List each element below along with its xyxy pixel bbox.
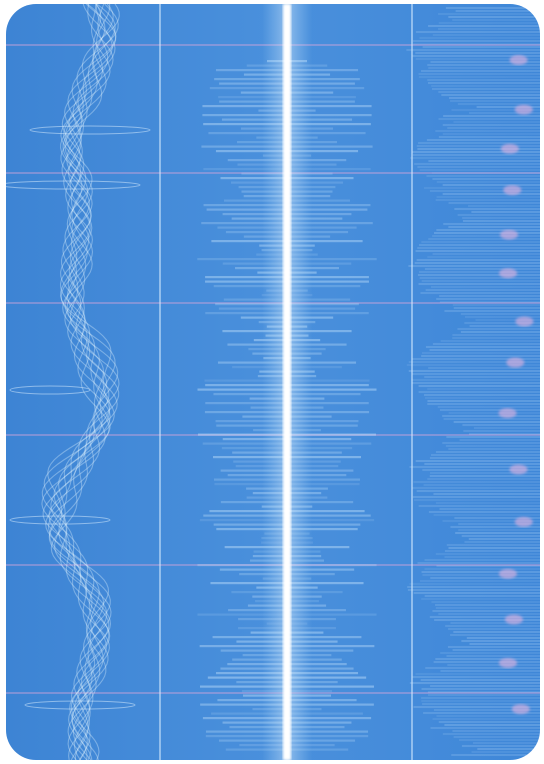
page: (() => { JSON.parse(document.getElementB…	[0, 0, 544, 764]
right-pink-spot	[515, 316, 533, 326]
card	[0, 4, 540, 760]
right-pink-spot	[510, 464, 528, 474]
right-pink-spot	[503, 185, 521, 195]
right-pink-spot	[515, 105, 533, 115]
right-pink-spot	[499, 408, 517, 418]
right-pink-spot	[506, 358, 524, 368]
right-pink-spot	[500, 230, 518, 240]
right-pink-spot	[505, 614, 523, 624]
center-beam	[283, 4, 291, 760]
right-pink-spot	[510, 55, 528, 65]
right-pink-spot	[499, 268, 517, 278]
right-pink-spot	[501, 144, 519, 154]
card-art	[0, 0, 544, 764]
right-pink-spot	[499, 569, 517, 579]
right-pink-spot	[499, 658, 517, 668]
right-pink-spot	[512, 704, 530, 714]
right-pink-spot	[515, 517, 533, 527]
